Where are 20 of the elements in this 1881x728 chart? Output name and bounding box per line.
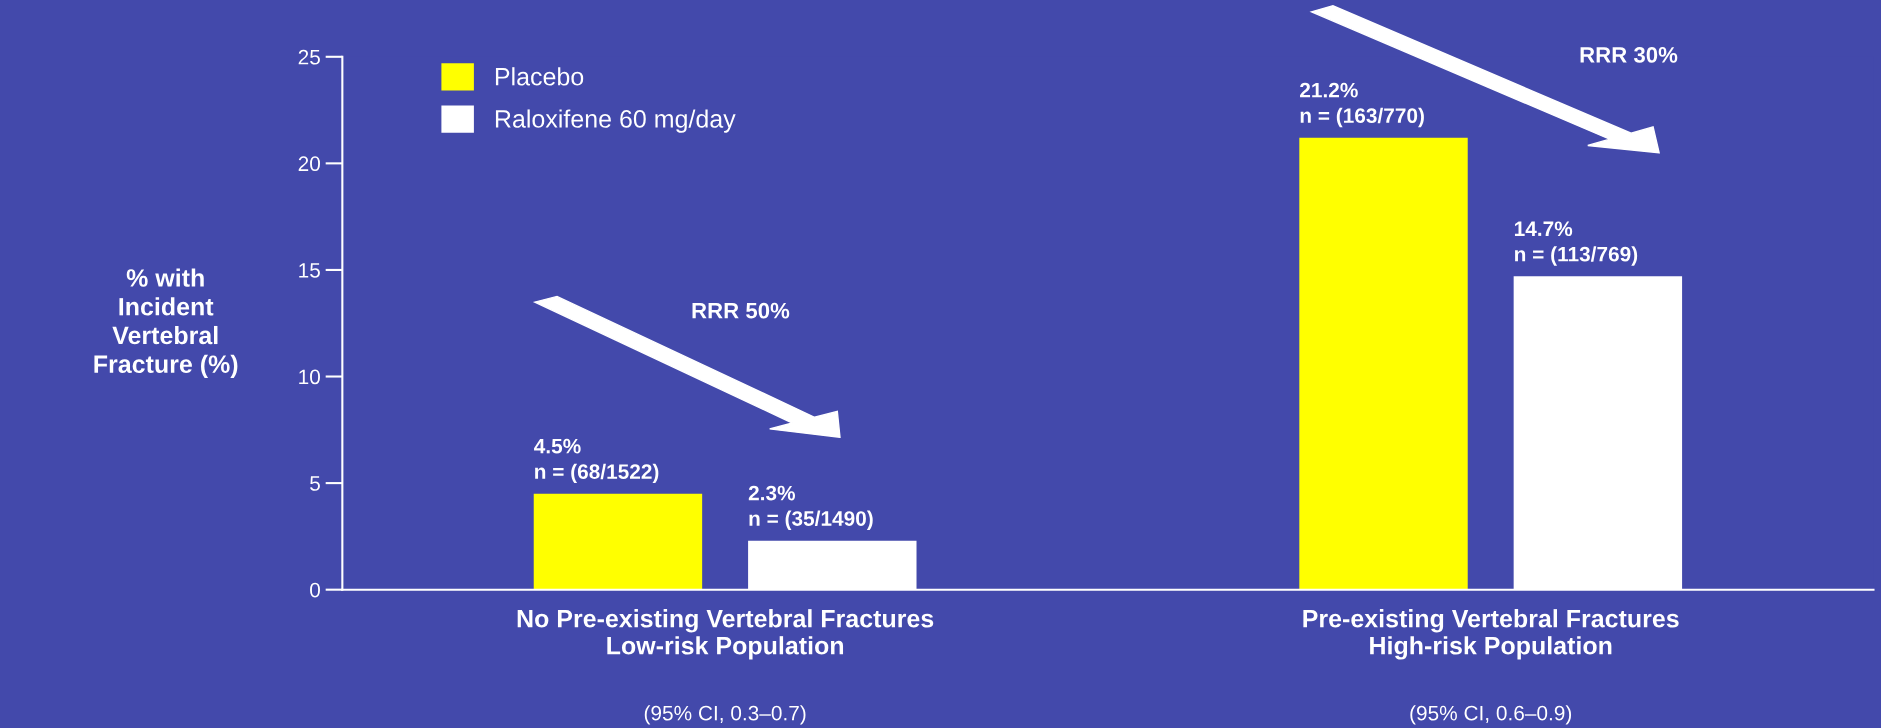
bar — [533, 493, 703, 590]
y-axis-title: % with Incident Vertebral Fracture (%) — [94, 268, 238, 378]
y-tick-label: 25 — [298, 49, 320, 65]
x-tick-label: Pre-existing Vertebral Fractures High-risk Population — [1303, 609, 1679, 660]
text: (95% CI, 0.6–0.9) — [1410, 705, 1572, 725]
y-tick-label: 10 — [299, 369, 320, 385]
annotation: RRR 50% — [692, 302, 790, 319]
x-tick-label: No Pre-existing Vertebral Fractures Low-risk Population — [517, 609, 934, 660]
y-tick-label: 20 — [298, 156, 320, 172]
annotation: RRR 30% — [1580, 47, 1678, 63]
data-label: 4.5% n = (68/1522) — [534, 438, 659, 484]
y-tick-label: 0 — [310, 582, 320, 598]
text: (95% CI, 0.3–0.7) — [644, 705, 806, 725]
data-label: 21.2% n = (163/770) — [1300, 82, 1424, 128]
y-tick-label: 15 — [299, 263, 320, 278]
data-label: 14.7% n = (113/769) — [1514, 221, 1638, 266]
legend-label: Raloxifene 60 mg/day — [495, 109, 736, 133]
y-tick-label: 5 — [310, 476, 320, 491]
data-label: 2.3% n = (35/1490) — [748, 485, 873, 530]
legend-label: Placebo — [495, 67, 584, 86]
